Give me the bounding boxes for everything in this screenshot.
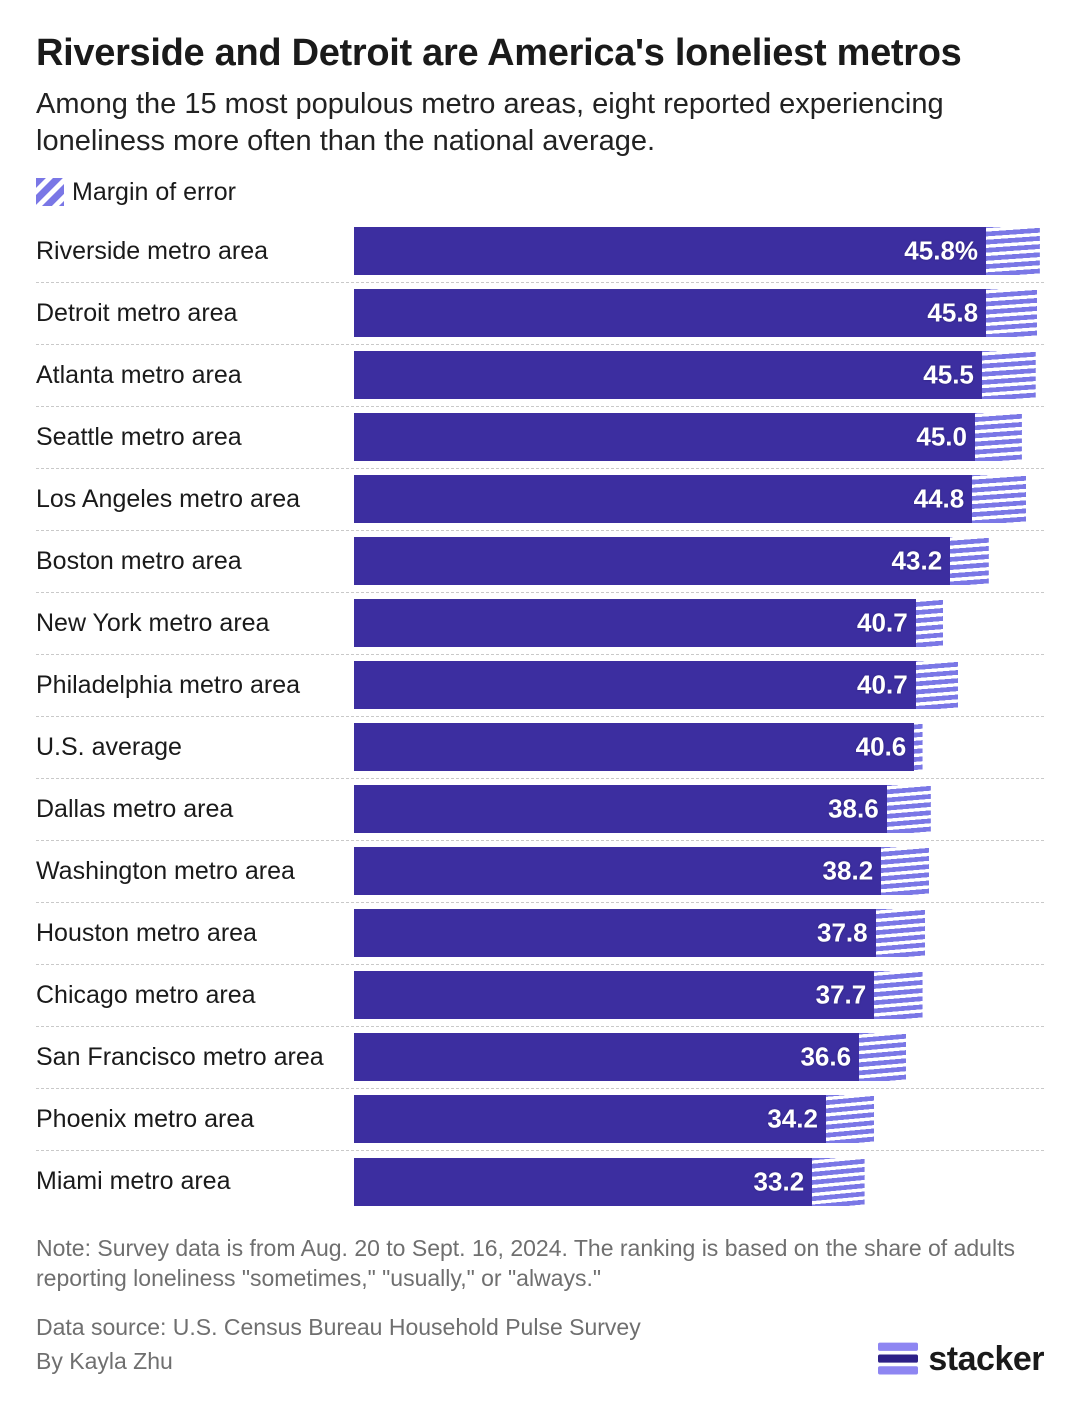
value-label: 34.2 bbox=[767, 1104, 818, 1135]
row-label: San Francisco metro area bbox=[36, 1045, 354, 1070]
value-bar: 37.7 bbox=[354, 971, 874, 1019]
row-label: Detroit metro area bbox=[36, 301, 354, 326]
moe-swatch-icon bbox=[36, 178, 64, 206]
value-bar: 45.0 bbox=[354, 413, 975, 461]
row-label: Atlanta metro area bbox=[36, 363, 354, 388]
row-label: Riverside metro area bbox=[36, 239, 354, 264]
row-label: Philadelphia metro area bbox=[36, 673, 354, 698]
bar-cell: 38.2 bbox=[354, 847, 1044, 895]
row-label: New York metro area bbox=[36, 611, 354, 636]
data-source: Data source: U.S. Census Bureau Househol… bbox=[36, 1310, 641, 1345]
value-bar: 38.2 bbox=[354, 847, 881, 895]
bar-cell: 40.6 bbox=[354, 723, 1044, 771]
table-row: Los Angeles metro area 44.8 bbox=[36, 469, 1044, 531]
value-bar: 40.7 bbox=[354, 661, 916, 709]
bar-cell: 33.2 bbox=[354, 1158, 1044, 1206]
table-row: New York metro area 40.7 bbox=[36, 593, 1044, 655]
value-label: 33.2 bbox=[754, 1166, 805, 1197]
value-label: 37.7 bbox=[816, 980, 867, 1011]
row-label: Houston metro area bbox=[36, 921, 354, 946]
bar-cell: 40.7 bbox=[354, 599, 1044, 647]
table-row: Washington metro area 38.2 bbox=[36, 841, 1044, 903]
bar-chart: Riverside metro area 45.8% Detroit metro a… bbox=[36, 221, 1044, 1213]
legend-label: Margin of error bbox=[72, 178, 236, 207]
value-bar: 34.2 bbox=[354, 1095, 826, 1143]
value-bar: 40.6 bbox=[354, 723, 914, 771]
table-row: Phoenix metro area 34.2 bbox=[36, 1089, 1044, 1151]
value-label: 40.6 bbox=[856, 732, 907, 763]
byline: By Kayla Zhu bbox=[36, 1344, 641, 1379]
bar-cell: 37.8 bbox=[354, 909, 1044, 957]
table-row: Dallas metro area 38.6 bbox=[36, 779, 1044, 841]
row-label: Phoenix metro area bbox=[36, 1107, 354, 1132]
value-bar: 33.2 bbox=[354, 1158, 812, 1206]
table-row: Philadelphia metro area 40.7 bbox=[36, 655, 1044, 717]
bar-cell: 45.5 bbox=[354, 351, 1044, 399]
row-label: Seattle metro area bbox=[36, 425, 354, 450]
row-label: Boston metro area bbox=[36, 549, 354, 574]
row-label: U.S. average bbox=[36, 735, 354, 760]
value-label: 45.0 bbox=[916, 422, 967, 453]
bar-cell: 40.7 bbox=[354, 661, 1044, 709]
table-row: Boston metro area 43.2 bbox=[36, 531, 1044, 593]
value-bar: 36.6 bbox=[354, 1033, 859, 1081]
table-row: San Francisco metro area 36.6 bbox=[36, 1027, 1044, 1089]
row-label: Los Angeles metro area bbox=[36, 487, 354, 512]
bar-cell: 45.8 bbox=[354, 289, 1044, 337]
value-bar: 38.6 bbox=[354, 785, 887, 833]
brand-logo: stacker bbox=[878, 1340, 1044, 1379]
value-label: 38.2 bbox=[823, 856, 874, 887]
row-label: Miami metro area bbox=[36, 1169, 354, 1194]
bar-cell: 36.6 bbox=[354, 1033, 1044, 1081]
bar-cell: 43.2 bbox=[354, 537, 1044, 585]
value-bar: 44.8 bbox=[354, 475, 972, 523]
value-bar: 45.8 bbox=[354, 289, 986, 337]
stacker-icon bbox=[878, 1342, 918, 1376]
table-row: Miami metro area 33.2 bbox=[36, 1151, 1044, 1213]
chart-title: Riverside and Detroit are America's lone… bbox=[36, 32, 1044, 76]
table-row: Detroit metro area 45.8 bbox=[36, 283, 1044, 345]
bar-cell: 38.6 bbox=[354, 785, 1044, 833]
value-label: 45.8 bbox=[927, 298, 978, 329]
legend: Margin of error bbox=[36, 178, 1044, 207]
table-row: U.S. average 40.6 bbox=[36, 717, 1044, 779]
table-row: Atlanta metro area 45.5 bbox=[36, 345, 1044, 407]
value-bar: 45.5 bbox=[354, 351, 982, 399]
value-label: 40.7 bbox=[857, 670, 908, 701]
value-bar: 43.2 bbox=[354, 537, 950, 585]
value-label: 45.8% bbox=[904, 236, 978, 267]
value-label: 38.6 bbox=[828, 794, 879, 825]
value-bar: 45.8% bbox=[354, 227, 986, 275]
value-label: 40.7 bbox=[857, 608, 908, 639]
value-label: 45.5 bbox=[923, 360, 974, 391]
footnote: Note: Survey data is from Aug. 20 to Sep… bbox=[36, 1233, 1044, 1294]
brand-name: stacker bbox=[928, 1340, 1044, 1379]
value-label: 36.6 bbox=[800, 1042, 851, 1073]
value-bar: 40.7 bbox=[354, 599, 916, 647]
value-label: 44.8 bbox=[914, 484, 965, 515]
table-row: Riverside metro area 45.8% bbox=[36, 221, 1044, 283]
bar-cell: 45.0 bbox=[354, 413, 1044, 461]
bar-cell: 37.7 bbox=[354, 971, 1044, 1019]
table-row: Houston metro area 37.8 bbox=[36, 903, 1044, 965]
row-label: Washington metro area bbox=[36, 859, 354, 884]
table-row: Seattle metro area 45.0 bbox=[36, 407, 1044, 469]
value-label: 37.8 bbox=[817, 918, 868, 949]
table-row: Chicago metro area 37.7 bbox=[36, 965, 1044, 1027]
bar-cell: 34.2 bbox=[354, 1095, 1044, 1143]
chart-subtitle: Among the 15 most populous metro areas, … bbox=[36, 86, 1044, 160]
bar-cell: 45.8% bbox=[354, 227, 1044, 275]
row-label: Dallas metro area bbox=[36, 797, 354, 822]
value-bar: 37.8 bbox=[354, 909, 876, 957]
value-label: 43.2 bbox=[892, 546, 943, 577]
row-label: Chicago metro area bbox=[36, 983, 354, 1008]
bar-cell: 44.8 bbox=[354, 475, 1044, 523]
